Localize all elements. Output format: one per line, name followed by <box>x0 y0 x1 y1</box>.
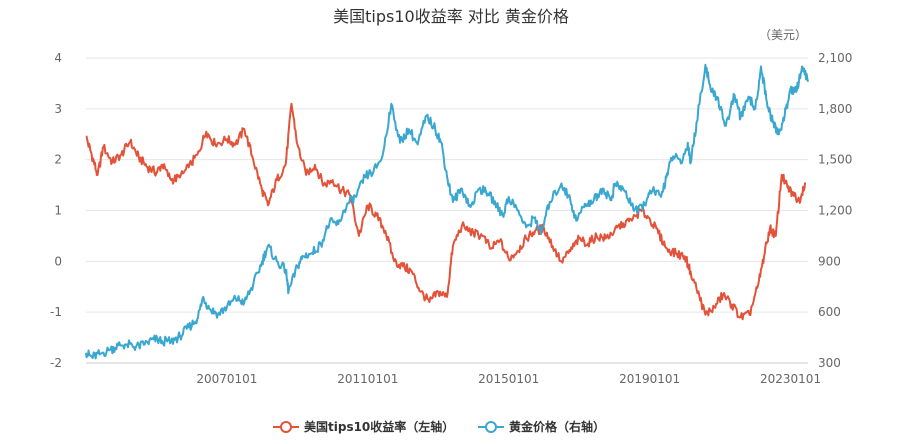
right-tick-label: 1,200 <box>818 204 852 218</box>
left-tick-label: -1 <box>50 305 62 319</box>
left-tick-label: 0 <box>54 254 62 268</box>
right-axis-ticks: 300 600 900 1,200 1,500 1,800 2,100 <box>818 51 852 370</box>
right-tick-label: 600 <box>818 305 841 319</box>
left-tick-label: 4 <box>54 51 62 65</box>
x-tick-label: 20110101 <box>337 372 398 386</box>
gridlines <box>86 57 808 313</box>
x-axis-ticks: 20070101 20110101 20150101 20190101 20230101 <box>196 372 821 386</box>
right-tick-label: 1,800 <box>818 102 852 116</box>
legend: 美国tips10收益率（左轴） 黄金价格（右轴） <box>273 419 605 434</box>
legend-label-gold: 黄金价格（右轴） <box>509 419 605 434</box>
left-tick-label: 1 <box>54 204 62 218</box>
series-line-gold <box>85 63 809 360</box>
legend-marker-tips <box>280 421 292 433</box>
x-tick-label: 20230101 <box>760 372 821 386</box>
left-tick-label: -2 <box>50 356 62 370</box>
x-tick-label: 20070101 <box>196 372 257 386</box>
right-tick-label: 300 <box>818 356 841 370</box>
legend-item-tips[interactable]: 美国tips10收益率（左轴） <box>273 419 454 434</box>
right-tick-label: 2,100 <box>818 51 852 65</box>
series-layer <box>85 63 809 360</box>
right-tick-label: 900 <box>818 254 841 268</box>
chart-title: 美国tips10收益率 对比 黄金价格 <box>333 7 569 26</box>
left-tick-label: 2 <box>54 153 62 167</box>
x-tick-label: 20150101 <box>478 372 539 386</box>
right-axis-unit: （美元） <box>759 28 807 42</box>
legend-label-tips: 美国tips10收益率（左轴） <box>304 419 454 434</box>
left-tick-label: 3 <box>54 102 62 116</box>
legend-item-gold[interactable]: 黄金价格（右轴） <box>478 419 605 434</box>
legend-marker-gold <box>485 421 497 433</box>
right-tick-label: 1,500 <box>818 153 852 167</box>
x-tick-label: 20190101 <box>619 372 680 386</box>
series-line-tips <box>85 102 807 321</box>
left-axis-ticks: -2 -1 0 1 2 3 4 <box>50 51 62 370</box>
